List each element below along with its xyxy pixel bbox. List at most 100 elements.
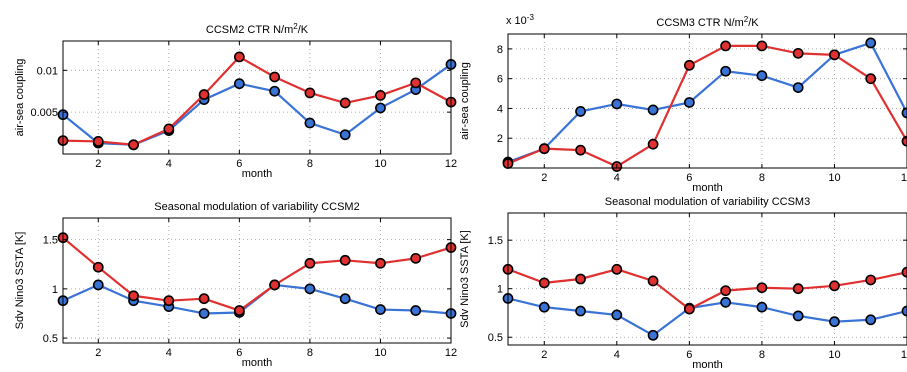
- series-2-point: [647, 138, 659, 150]
- y-tick-label: 1.5: [488, 235, 503, 247]
- chart-title: CCSM2 CTR N/m2/K: [206, 22, 309, 36]
- chart-title-tail: /K: [298, 24, 309, 36]
- y-tick-label: 0.01: [37, 65, 58, 77]
- series-1-point: [647, 104, 659, 116]
- series-1-point: [611, 98, 623, 110]
- y-tick-label: 1.5: [43, 235, 58, 247]
- series-1-point: [198, 308, 210, 319]
- series-1-point: [304, 117, 316, 129]
- series-2-point: [375, 257, 386, 269]
- series-2-point: [128, 139, 139, 151]
- series-1-point: [865, 314, 877, 326]
- x-tick-label: 8: [759, 172, 765, 184]
- x-tick-label: 2: [541, 172, 547, 184]
- chart-title-text: CCSM3 CTR N/m: [656, 17, 743, 29]
- series-2-point: [756, 282, 768, 294]
- x-tick-label: 12: [901, 172, 907, 184]
- series-2-point: [198, 293, 210, 305]
- x-tick-label: 12: [901, 349, 907, 361]
- y-axis-label: Sdv Nino3 SSTA [K]: [459, 230, 471, 328]
- y-tick-label: 8: [497, 44, 503, 56]
- y-tick-label: 4: [497, 103, 503, 115]
- chart-title-text: CCSM2 CTR N/m: [206, 24, 293, 36]
- x-tick-label: 10: [374, 347, 386, 359]
- x-tick-label: 4: [614, 172, 620, 184]
- series-2-point: [865, 73, 877, 85]
- series-2-point: [269, 279, 281, 291]
- series-1-point: [756, 70, 768, 82]
- x-tick-label: 6: [236, 158, 242, 170]
- series-2-point: [304, 257, 316, 269]
- series-1-point: [233, 78, 245, 90]
- chart-3: 2 4 6 8 10 12 0.5 1 1.5 month Sdv Nino3 SSTA [K] Se…: [14, 201, 457, 369]
- series-line-2: [62, 236, 452, 312]
- axes-frame: [62, 217, 452, 344]
- series-line-2: [507, 44, 907, 168]
- axis-multiplier-base: x 10: [506, 15, 527, 27]
- series-1-point: [720, 65, 732, 77]
- series-2-point: [198, 89, 210, 100]
- series-2-point: [901, 135, 907, 147]
- series-2-point: [538, 143, 550, 155]
- series-1-point: [865, 37, 877, 49]
- x-tick-label: 10: [828, 349, 840, 361]
- series-1-point: [339, 129, 351, 141]
- x-tick-label: 10: [374, 158, 386, 170]
- y-tick-label: 2: [497, 133, 503, 145]
- x-tick-label: 8: [759, 349, 765, 361]
- y-tick-label: 6: [497, 74, 503, 86]
- series-2-point: [92, 136, 104, 147]
- chart-2: 2 4 6 8 10 12 2 4 6 8 month air-sea coupling CCSM3 C…: [459, 13, 907, 194]
- series-2-point: [683, 59, 695, 71]
- series-1-point: [647, 329, 659, 341]
- series-2-point: [233, 305, 245, 316]
- series-2-point: [339, 254, 351, 266]
- x-tick-label: 8: [307, 158, 313, 170]
- plot-area: [63, 41, 451, 154]
- series-line-2: [507, 268, 907, 311]
- series-2-point: [575, 273, 586, 285]
- axis-multiplier: x 10-3: [506, 13, 534, 27]
- series-2-point: [575, 144, 586, 156]
- series-1-point: [611, 309, 623, 321]
- series-2-point: [410, 252, 422, 264]
- y-tick-label: 0.5: [488, 332, 503, 344]
- series-1-point: [756, 301, 768, 313]
- series-1-point: [792, 310, 804, 322]
- y-tick-label: 0.5: [43, 333, 58, 345]
- series-2-point: [163, 123, 175, 135]
- y-axis-label: air-sea coupling: [459, 62, 471, 140]
- series-2-point: [865, 274, 877, 286]
- series-2-point: [410, 77, 422, 89]
- series-2-point: [756, 40, 768, 52]
- series-1-point: [538, 301, 550, 313]
- x-tick-label: 2: [95, 158, 101, 170]
- series-2-point: [901, 266, 907, 278]
- chart-title-text: Seasonal modulation of variability CCSM2: [154, 201, 359, 213]
- series-2-point: [128, 290, 139, 302]
- series-1-point: [829, 316, 840, 328]
- chart-title-superscript: 2: [744, 15, 749, 24]
- series-2-point: [269, 71, 281, 83]
- x-tick-label: 12: [445, 158, 457, 170]
- x-axis-label: month: [692, 359, 723, 371]
- series-2-point: [92, 261, 104, 273]
- series-line-1: [507, 297, 907, 337]
- series-2-point: [792, 47, 804, 59]
- plot-area: [63, 218, 451, 343]
- series-2-point: [375, 90, 386, 101]
- x-tick-label: 6: [686, 349, 692, 361]
- series-1-point: [375, 304, 386, 315]
- chart-title-text: Seasonal modulation of variability CCSM3: [605, 196, 810, 208]
- series-1-point: [92, 279, 104, 291]
- y-axis-label: Sdv Nino3 SSTA [K]: [14, 232, 26, 330]
- x-tick-label: 4: [166, 158, 172, 170]
- series-line-1: [507, 41, 907, 164]
- x-tick-label: 4: [166, 347, 172, 359]
- series-2-point: [339, 97, 351, 109]
- series-1-point: [269, 85, 281, 97]
- plot-area: [508, 34, 907, 168]
- series-2-point: [683, 303, 695, 315]
- series-1-point: [375, 102, 386, 114]
- x-tick-label: 12: [445, 347, 457, 359]
